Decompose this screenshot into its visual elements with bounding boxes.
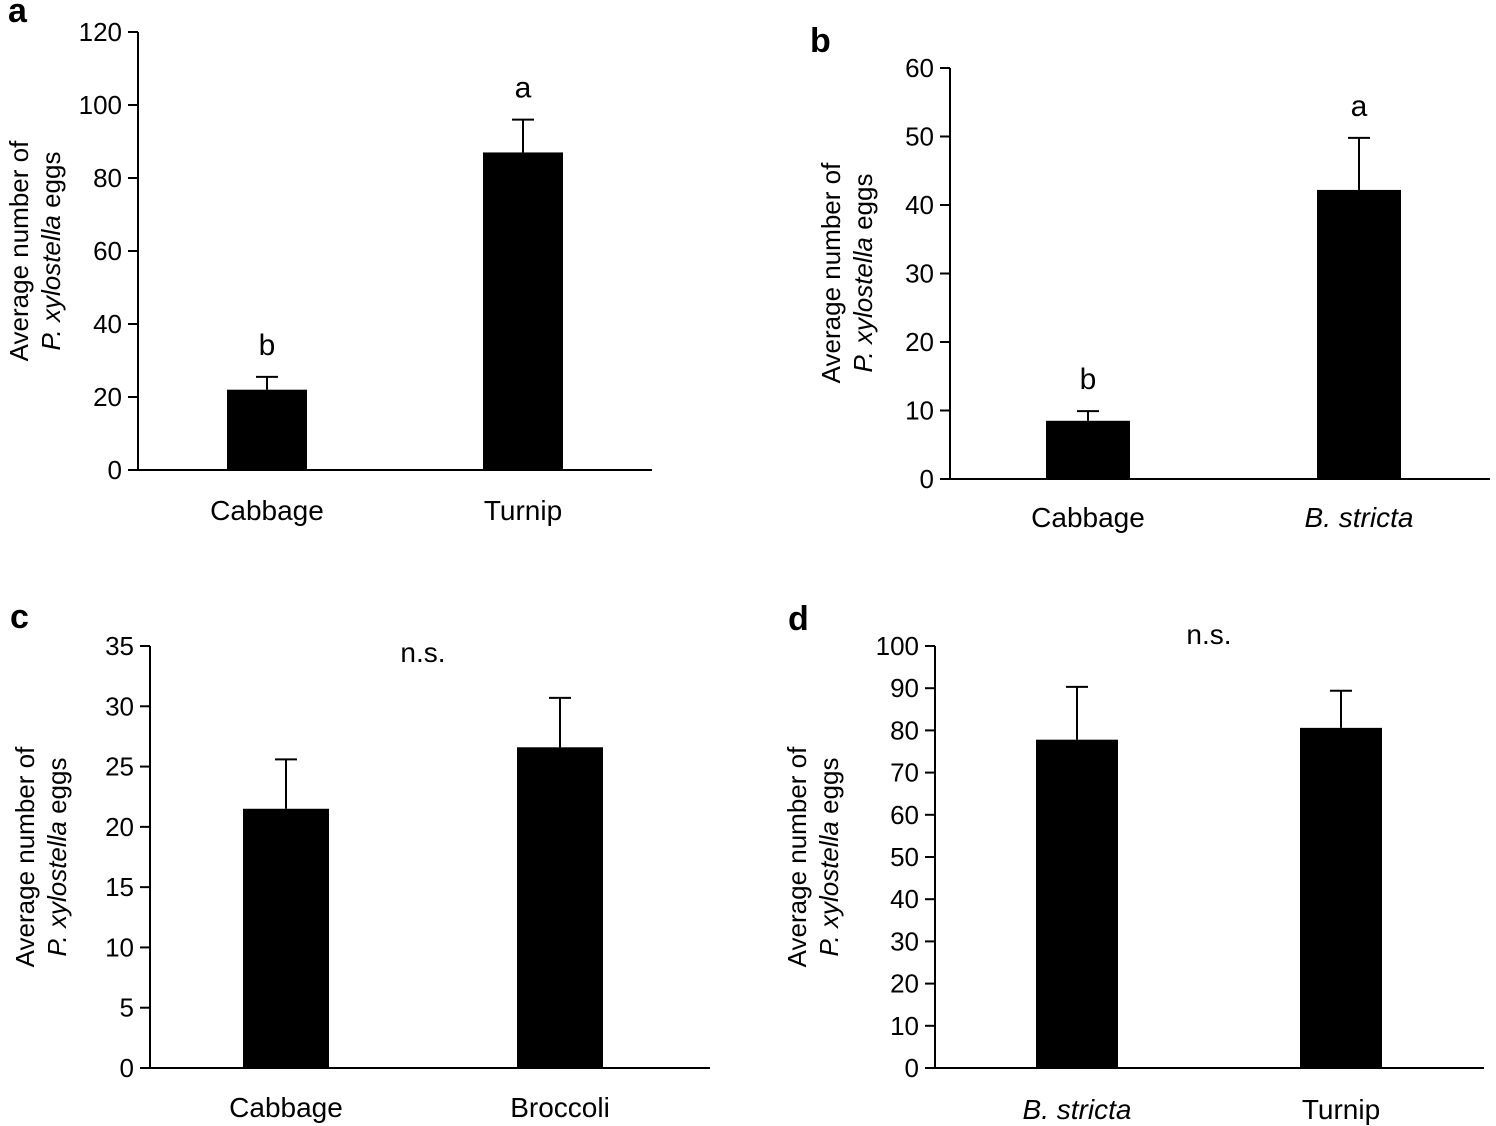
- y-tick-label-b-0: 0: [920, 464, 934, 494]
- svg-text:P. xylostella eggs: P. xylostella eggs: [42, 758, 72, 957]
- svg-text:Average number of: Average number of: [4, 140, 34, 361]
- svg-text:Average number of: Average number of: [782, 746, 812, 967]
- y-tick-label-d-10: 100: [876, 631, 919, 661]
- y-tick-label-b-4: 40: [905, 190, 934, 220]
- chart-panel-d: 0 10 20 30 40 50 60 70 80 90 100 B. stricta Turnip n.…: [876, 619, 1484, 1125]
- y-tick-label-b-5: 50: [905, 122, 934, 152]
- y-tick-label-a-5: 100: [79, 90, 122, 120]
- y-tick-label-b-2: 20: [905, 327, 934, 357]
- y-tick-label-a-6: 120: [79, 17, 122, 47]
- y-tick-label-c-1: 5: [120, 993, 134, 1023]
- y-tick-label-c-3: 15: [105, 872, 134, 902]
- bar-a-0: [227, 389, 307, 470]
- svg-text:Average number of: Average number of: [816, 162, 846, 383]
- panel-label-c: c: [10, 598, 29, 636]
- significance-letter-b-1: a: [1351, 90, 1368, 123]
- category-label-d-0: B. stricta: [1023, 1094, 1132, 1125]
- y-tick-label-c-7: 35: [105, 631, 134, 661]
- y-tick-label-a-3: 60: [93, 236, 122, 266]
- y-tick-label-d-7: 70: [890, 758, 919, 788]
- panel-label-d: d: [788, 600, 809, 638]
- y-tick-label-d-2: 20: [890, 969, 919, 999]
- category-label-c-0: Cabbage: [229, 1092, 343, 1123]
- chart-panel-a: 0 20 40 60 80 100 120 Cabbage b Turnip a: [79, 17, 652, 526]
- y-tick-label-c-6: 30: [105, 691, 134, 721]
- y-tick-label-d-4: 40: [890, 884, 919, 914]
- y-tick-label-c-5: 25: [105, 752, 134, 782]
- category-label-d-1: Turnip: [1302, 1094, 1380, 1125]
- bar-d-0: [1036, 739, 1118, 1068]
- panel-label-a: a: [8, 0, 28, 30]
- bar-c-1: [517, 747, 603, 1068]
- svg-text:P. xylostella eggs: P. xylostella eggs: [848, 174, 878, 373]
- bar-b-1: [1317, 189, 1401, 479]
- category-label-b-0: Cabbage: [1031, 502, 1145, 533]
- y-tick-label-d-5: 50: [890, 842, 919, 872]
- category-label-c-1: Broccoli: [510, 1092, 610, 1123]
- y-tick-label-d-0: 0: [905, 1053, 919, 1083]
- bar-a-1: [483, 152, 563, 470]
- y-tick-label-d-8: 80: [890, 715, 919, 745]
- y-axis-title-d: Average number of P. xylostella eggs: [782, 746, 844, 967]
- y-tick-label-a-1: 20: [93, 382, 122, 412]
- significance-note-c: n.s.: [400, 637, 445, 668]
- svg-text:Average number of: Average number of: [10, 746, 40, 967]
- y-axis-title-b: Average number of P. xylostella eggs: [816, 162, 878, 383]
- y-tick-label-d-3: 30: [890, 926, 919, 956]
- y-tick-label-a-4: 80: [93, 163, 122, 193]
- bar-b-0: [1046, 420, 1130, 479]
- y-tick-label-d-6: 60: [890, 800, 919, 830]
- y-axis-title-a: Average number of P. xylostella eggs: [4, 140, 66, 361]
- panel-label-b: b: [810, 22, 831, 60]
- svg-text:P. xylostella eggs: P. xylostella eggs: [814, 758, 844, 957]
- y-tick-label-b-1: 10: [905, 396, 934, 426]
- category-label-a-1: Turnip: [484, 495, 562, 526]
- y-tick-label-d-1: 10: [890, 1011, 919, 1041]
- significance-letter-a-0: b: [259, 329, 276, 362]
- y-tick-label-a-2: 40: [93, 309, 122, 339]
- y-axis-title-c: Average number of P. xylostella eggs: [10, 746, 72, 967]
- y-tick-label-b-6: 60: [905, 53, 934, 83]
- svg-text:P. xylostella eggs: P. xylostella eggs: [36, 152, 66, 351]
- chart-panel-b: 0 10 20 30 40 50 60 Cabbage b B. stricta a: [905, 53, 1490, 533]
- bar-d-1: [1300, 727, 1382, 1068]
- significance-letter-b-0: b: [1080, 363, 1097, 396]
- category-label-a-0: Cabbage: [210, 495, 324, 526]
- category-label-b-1: B. stricta: [1305, 502, 1414, 533]
- y-tick-label-b-3: 30: [905, 259, 934, 289]
- bar-c-0: [243, 808, 329, 1068]
- significance-note-d: n.s.: [1186, 619, 1231, 650]
- y-tick-label-c-4: 20: [105, 812, 134, 842]
- y-tick-label-a-0: 0: [108, 455, 122, 485]
- y-tick-label-c-0: 0: [120, 1053, 134, 1083]
- significance-letter-a-1: a: [515, 72, 532, 105]
- y-tick-label-c-2: 10: [105, 932, 134, 962]
- chart-panel-c: 0 5 10 15 20 25 30 35 Cabbage Broccoli n.s.: [105, 631, 710, 1123]
- y-tick-label-d-9: 90: [890, 673, 919, 703]
